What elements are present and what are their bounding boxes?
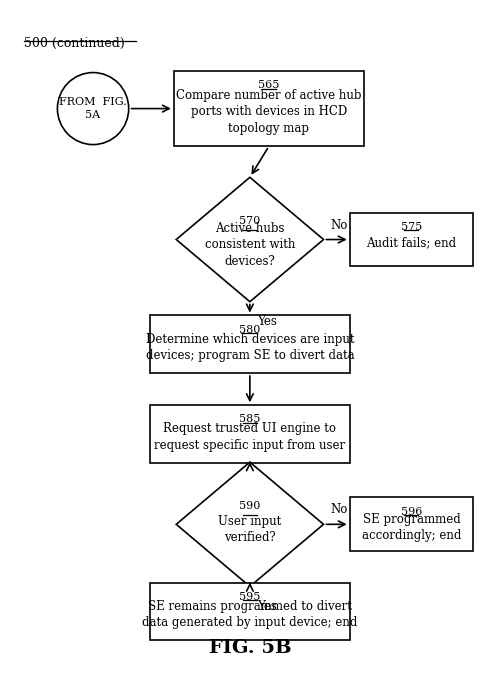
Text: User input
verified?: User input verified? [218,515,282,544]
Bar [174,71,364,146]
Text: 580: 580 [239,325,260,335]
Text: SE remains programmed to divert
data generated by input device; end: SE remains programmed to divert data gen… [142,600,357,629]
Text: 595: 595 [239,592,260,602]
Polygon shape [176,177,324,301]
Text: No: No [331,503,348,516]
Text: 596: 596 [401,507,422,517]
Text: 500 (continued): 500 (continued) [24,37,125,50]
Bar [349,497,473,551]
Bar [349,213,473,267]
Text: 590: 590 [239,501,260,511]
Text: FROM  FIG.
5A: FROM FIG. 5A [59,97,127,120]
Text: Active hubs
consistent with
devices?: Active hubs consistent with devices? [205,222,295,268]
Bar [150,582,349,640]
Text: 565: 565 [258,80,280,90]
Text: 570: 570 [239,216,260,226]
Text: Request trusted UI engine to
request specific input from user: Request trusted UI engine to request spe… [154,422,346,452]
Text: Yes: Yes [257,315,277,328]
Text: Determine which devices are input
devices; program SE to divert data: Determine which devices are input device… [146,333,354,362]
Bar [150,405,349,463]
Text: No: No [331,219,348,232]
Text: 585: 585 [239,415,260,424]
Polygon shape [176,462,324,587]
Bar [150,316,349,373]
Text: Yes: Yes [257,599,277,612]
Text: 575: 575 [401,222,422,232]
Text: FIG. 5B: FIG. 5B [208,638,291,657]
Ellipse shape [57,72,129,145]
Text: SE programmed
accordingly; end: SE programmed accordingly; end [362,513,461,542]
Text: Compare number of active hub
ports with devices in HCD
topology map: Compare number of active hub ports with … [176,89,362,135]
Text: Audit fails; end: Audit fails; end [366,236,456,250]
